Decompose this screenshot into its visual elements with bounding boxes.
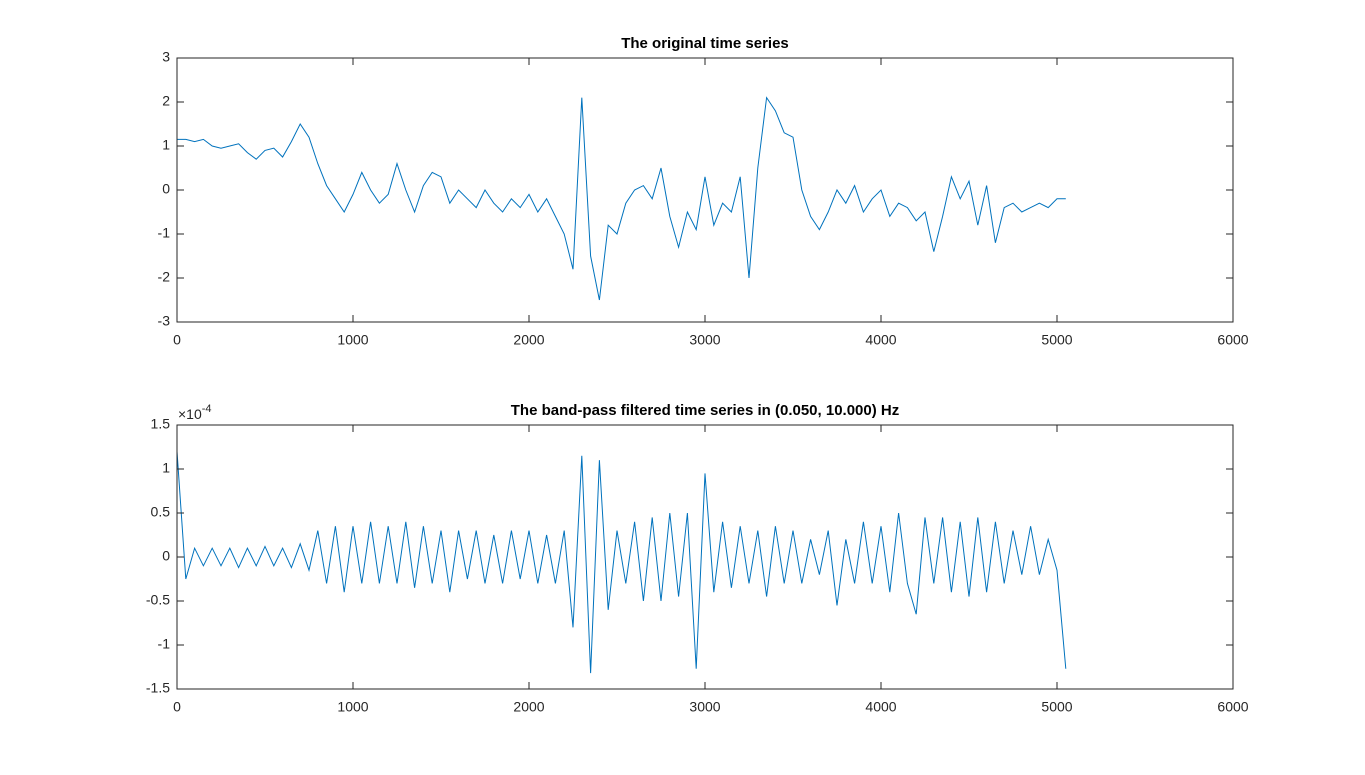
- y-tick-label: 1: [162, 460, 170, 476]
- exponent-base: ×10: [178, 406, 202, 422]
- x-tick-label: 3000: [689, 699, 720, 715]
- y-tick-label: 0.5: [151, 504, 171, 520]
- y-tick-label: 1: [162, 137, 170, 153]
- y-tick-label: -1: [158, 225, 171, 241]
- y-tick-label: -0.5: [146, 592, 170, 608]
- exponent-power: -4: [202, 403, 212, 415]
- x-tick-label: 4000: [865, 699, 896, 715]
- chart-title: The band-pass filtered time series in (0…: [511, 402, 899, 419]
- chart-title: The original time series: [621, 35, 789, 52]
- x-tick-label: 3000: [689, 332, 720, 348]
- y-tick-label: -1: [158, 636, 171, 652]
- y-exponent-label: ×10-4: [178, 403, 212, 422]
- x-tick-label: 4000: [865, 332, 896, 348]
- x-tick-label: 1000: [337, 699, 368, 715]
- y-tick-label: 0: [162, 181, 170, 197]
- y-tick-label: 1.5: [151, 416, 171, 432]
- x-tick-label: 2000: [513, 332, 544, 348]
- y-tick-label: -1.5: [146, 680, 170, 696]
- y-tick-label: 2: [162, 93, 170, 109]
- data-line: [176, 451, 1067, 674]
- x-tick-label: 5000: [1041, 699, 1072, 715]
- x-tick-label: 6000: [1217, 332, 1248, 348]
- y-tick-label: -2: [158, 269, 171, 285]
- x-tick-label: 6000: [1217, 699, 1248, 715]
- x-tick-label: 5000: [1041, 332, 1072, 348]
- x-tick-label: 0: [173, 699, 181, 715]
- x-tick-label: 2000: [513, 699, 544, 715]
- x-tick-label: 0: [173, 332, 181, 348]
- y-tick-label: 0: [162, 548, 170, 564]
- y-tick-label: 3: [162, 49, 170, 65]
- y-tick-label: -3: [158, 313, 171, 329]
- x-tick-label: 1000: [337, 332, 368, 348]
- axes-background: [177, 425, 1233, 689]
- data-line: [177, 96, 1066, 301]
- axes-background: [177, 58, 1233, 322]
